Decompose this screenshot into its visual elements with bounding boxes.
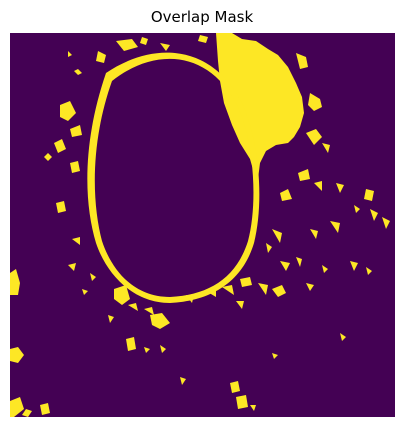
figure-title: Overlap Mask <box>150 8 254 26</box>
mask-foreground <box>10 33 390 417</box>
overlap-mask-image <box>10 33 395 417</box>
mask-background <box>10 33 395 417</box>
